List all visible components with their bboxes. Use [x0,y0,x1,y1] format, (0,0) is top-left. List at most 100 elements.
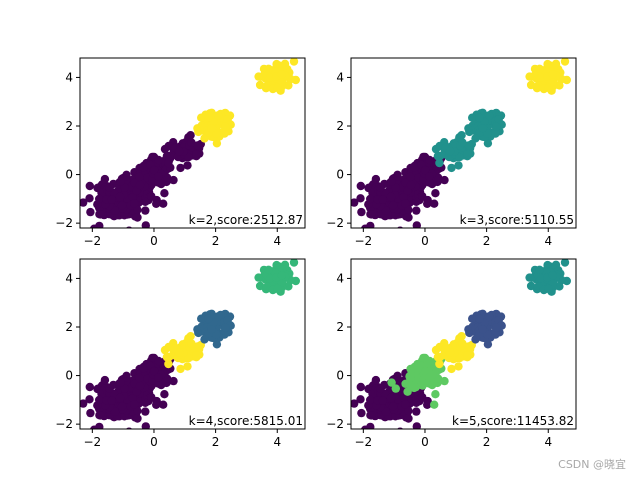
data-point [192,351,201,360]
data-point [412,398,421,407]
score-annotation: k=3,score:5110.55 [460,213,574,227]
data-point [387,378,396,387]
data-point [139,364,148,373]
x-tick-label: 4 [273,435,281,449]
data-point [212,340,222,349]
data-point [86,408,95,418]
data-point [264,64,273,74]
scatter-panel-4: −2 0 2 4 −2 0 2 4 k=5,score:11453.82 [326,258,577,449]
data-point [376,384,385,393]
data-point [406,381,416,391]
y-tick-label: −2 [55,417,73,431]
data-point [95,194,104,204]
data-point [130,400,139,409]
data-point [154,356,163,366]
data-point [284,81,293,90]
y-tick-label: 4 [65,271,73,285]
data-point [455,353,464,363]
data-point [548,70,557,79]
data-point [406,180,416,190]
data-point [193,342,202,351]
data-point [548,271,557,280]
data-point [455,152,464,162]
data-point [404,205,413,215]
data-point [213,312,223,321]
data-point [152,199,161,208]
data-point [361,224,370,228]
data-point [85,382,95,392]
data-point [464,342,473,351]
data-point [357,408,366,418]
data-point [371,174,381,184]
data-point [273,83,282,93]
data-point [454,161,463,170]
data-point [135,381,145,391]
data-point [187,138,196,147]
data-point [100,375,110,385]
data-point [197,314,206,323]
data-point [184,152,193,162]
data-point [560,259,570,267]
data-point [381,407,391,416]
data-point [434,374,443,383]
x-tick-label: 4 [273,234,281,248]
data-point [150,166,159,175]
scatter-panel-2: −2 0 2 4 −2 0 2 4 k=3,score:5110.55 [326,57,577,248]
data-point [120,183,129,192]
data-point [133,406,142,416]
points-group [80,259,300,429]
data-point [401,400,410,409]
axes-frame [350,57,577,229]
data-point [376,183,385,192]
data-point [176,163,185,173]
data-point [221,323,230,332]
data-point [423,199,432,208]
data-point [483,340,493,349]
data-point [162,151,172,161]
data-point [371,375,381,385]
data-point [116,177,125,186]
data-point [463,351,472,360]
data-point [410,364,419,373]
data-point [484,312,494,321]
data-point [386,393,396,403]
data-point [560,58,570,66]
data-point [431,345,441,355]
data-point [406,172,415,182]
x-tick-label: 2 [212,234,220,248]
data-point [421,166,430,175]
data-point [431,144,441,154]
data-point [484,111,494,120]
data-point [150,367,159,376]
data-point [446,348,455,357]
data-point [544,83,553,93]
y-tick-label: 4 [65,70,73,84]
axes-frame [79,57,306,229]
scatter-panel-3: −2 0 2 4 −2 0 2 4 k=4,score:5815.01 [55,258,306,449]
data-point [175,348,184,357]
data-point [277,271,286,280]
data-point [154,373,163,382]
data-point [265,73,275,82]
data-point [457,131,466,140]
data-point [183,362,192,371]
data-point [367,411,376,420]
data-point [471,335,480,344]
y-tick-label: 0 [65,369,73,383]
data-point [154,172,163,181]
data-point [90,425,99,429]
data-point [117,201,127,210]
data-point [454,362,463,371]
axes-frame [79,258,306,430]
data-point [366,395,375,405]
data-point [284,282,293,291]
data-point [388,201,398,210]
points-group [351,58,571,228]
data-point [435,158,444,168]
data-point [412,221,421,228]
data-point [471,134,480,143]
data-point [160,144,170,154]
y-tick-label: 2 [336,320,344,334]
data-point [133,213,142,222]
data-point [141,221,150,228]
